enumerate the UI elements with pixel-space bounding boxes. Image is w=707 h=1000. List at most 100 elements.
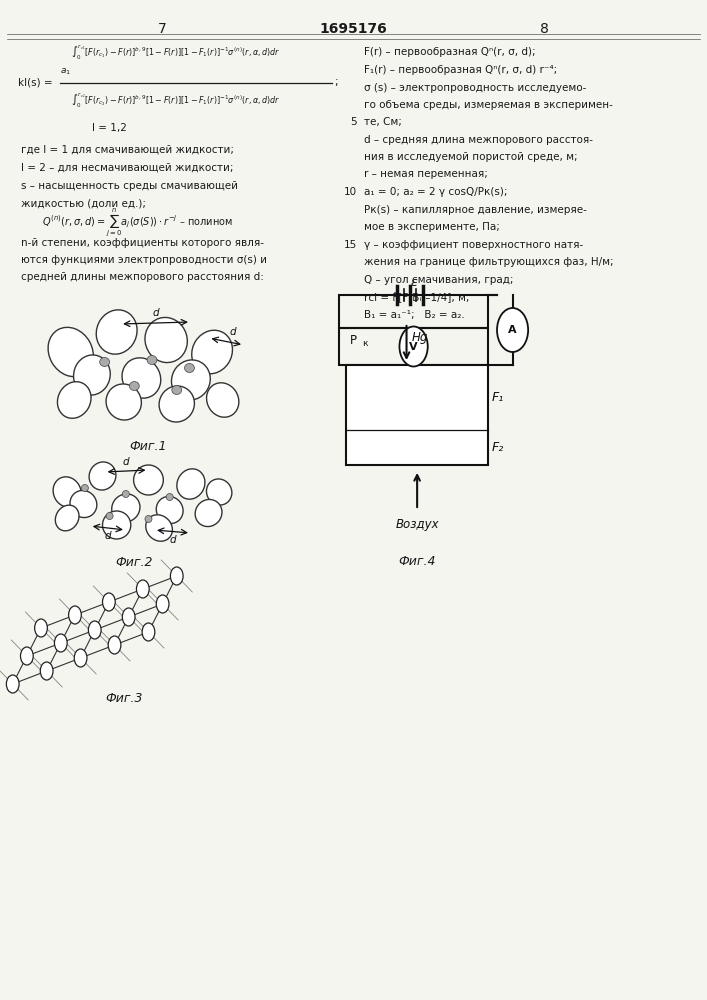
- Text: ются функциями электропроводности σ(s) и: ются функциями электропроводности σ(s) и: [21, 255, 267, 265]
- Ellipse shape: [206, 383, 239, 417]
- Text: F₂: F₂: [491, 441, 503, 454]
- Bar: [339, 295, 488, 328]
- Text: kl(s) =: kl(s) =: [18, 77, 52, 87]
- Text: F₁(r) – первообразная Qⁿ(r, σ, d) r⁻⁴;: F₁(r) – первообразная Qⁿ(r, σ, d) r⁻⁴;: [364, 65, 557, 75]
- Text: 5: 5: [351, 117, 357, 127]
- Bar: [346, 365, 488, 465]
- Ellipse shape: [81, 485, 88, 491]
- Circle shape: [6, 675, 19, 693]
- Ellipse shape: [53, 477, 81, 507]
- Text: Воздух: Воздух: [395, 518, 439, 531]
- Ellipse shape: [134, 465, 163, 495]
- Text: ε: ε: [410, 275, 417, 288]
- Text: к: к: [362, 338, 368, 348]
- Text: d – средняя длина межпорового расстоя-: d – средняя длина межпорового расстоя-: [364, 135, 593, 145]
- Text: Q – угол смачивания, град;: Q – угол смачивания, град;: [364, 275, 513, 285]
- Text: a₁ = 0; a₂ = 2 γ cosQ/Pк(s);: a₁ = 0; a₂ = 2 γ cosQ/Pк(s);: [364, 187, 508, 197]
- Text: d: d: [152, 308, 159, 318]
- Ellipse shape: [206, 479, 232, 505]
- Text: d: d: [230, 327, 236, 337]
- Ellipse shape: [106, 512, 113, 520]
- Ellipse shape: [74, 355, 110, 395]
- Text: 8: 8: [540, 22, 549, 36]
- Ellipse shape: [48, 327, 93, 377]
- Text: n-й степени, коэффициенты которого явля-: n-й степени, коэффициенты которого явля-: [21, 238, 264, 248]
- Circle shape: [142, 623, 155, 641]
- Text: Фиг.3: Фиг.3: [105, 692, 143, 704]
- Ellipse shape: [145, 317, 187, 363]
- Circle shape: [69, 606, 81, 624]
- Bar: [339, 328, 488, 365]
- Text: 1695176: 1695176: [320, 22, 387, 36]
- Text: ния в исследуемой пористой среде, м;: ния в исследуемой пористой среде, м;: [364, 152, 578, 162]
- Text: Фиг.4: Фиг.4: [398, 555, 436, 568]
- Text: 7: 7: [158, 22, 167, 36]
- Ellipse shape: [112, 494, 140, 522]
- Ellipse shape: [192, 330, 233, 374]
- Ellipse shape: [195, 499, 222, 527]
- Ellipse shape: [100, 358, 110, 366]
- Text: d: d: [169, 535, 176, 545]
- Circle shape: [156, 595, 169, 613]
- Circle shape: [103, 593, 115, 611]
- Ellipse shape: [55, 505, 79, 531]
- Text: средней длины межпорового расстояния d:: средней длины межпорового расстояния d:: [21, 272, 264, 282]
- Text: $\int_{0}^{r_{c_2}}[F(r_{c_2})-F(r)]^{b,9}[1-F(r)][1-F_1(r)]^{-1}\sigma^{(n)}(r,: $\int_{0}^{r_{c_2}}[F(r_{c_2})-F(r)]^{b,…: [71, 90, 280, 110]
- Ellipse shape: [166, 493, 173, 500]
- Circle shape: [170, 567, 183, 585]
- Text: мое в эксперименте, Па;: мое в эксперименте, Па;: [364, 222, 500, 232]
- Ellipse shape: [172, 360, 210, 400]
- Ellipse shape: [89, 462, 116, 490]
- Ellipse shape: [159, 386, 194, 422]
- Circle shape: [497, 308, 528, 352]
- Text: r – немая переменная;: r – немая переменная;: [364, 169, 488, 179]
- Ellipse shape: [146, 515, 173, 541]
- Text: $Q^{(n)}(r, \sigma, d) = \sum_{j=0}^{n} a_j(\sigma(S)) \cdot r^{-j}$ – полином: $Q^{(n)}(r, \sigma, d) = \sum_{j=0}^{n} …: [42, 207, 233, 239]
- Text: d: d: [122, 457, 129, 467]
- Text: Hg: Hg: [412, 330, 428, 344]
- Circle shape: [88, 621, 101, 639]
- Text: где l = 1 для смачивающей жидкости;: где l = 1 для смачивающей жидкости;: [21, 145, 234, 155]
- Text: F(r) – первообразная Qⁿ(r, σ, d);: F(r) – первообразная Qⁿ(r, σ, d);: [364, 47, 536, 57]
- Text: rᴄl = F̃[F(Bᵢ)–1/4], м;: rᴄl = F̃[F(Bᵢ)–1/4], м;: [364, 293, 469, 303]
- Circle shape: [136, 580, 149, 598]
- Ellipse shape: [129, 381, 139, 390]
- Ellipse shape: [185, 363, 194, 372]
- Text: жения на границе фильтрующихся фаз, Н/м;: жения на границе фильтрующихся фаз, Н/м;: [364, 257, 614, 267]
- Circle shape: [122, 608, 135, 626]
- Text: V: V: [409, 342, 418, 352]
- Text: го объема среды, измеряемая в эксперимен-: го объема среды, измеряемая в эксперимен…: [364, 100, 613, 110]
- Circle shape: [35, 619, 47, 637]
- Ellipse shape: [145, 516, 152, 522]
- Ellipse shape: [147, 356, 157, 364]
- Circle shape: [108, 636, 121, 654]
- Circle shape: [74, 649, 87, 667]
- Text: σ (s) – электропроводность исследуемо-: σ (s) – электропроводность исследуемо-: [364, 83, 587, 93]
- Text: $a_1$: $a_1$: [60, 67, 71, 77]
- Text: P: P: [350, 334, 357, 347]
- Text: ;: ;: [334, 77, 337, 87]
- Ellipse shape: [106, 384, 141, 420]
- Ellipse shape: [172, 385, 182, 394]
- Text: $\int_{0}^{r_{c_1}}[F(r_{c_1})-F(r)]^{b,9}[1-F(r)][1-F_1(r)]^{-1}\sigma^{(n)}(r,: $\int_{0}^{r_{c_1}}[F(r_{c_1})-F(r)]^{b,…: [71, 42, 280, 62]
- Text: те, См;: те, См;: [364, 117, 402, 127]
- Text: жидкостью (доли ед.);: жидкостью (доли ед.);: [21, 198, 146, 208]
- Text: Фиг.2: Фиг.2: [115, 556, 153, 570]
- Text: 10: 10: [344, 187, 357, 197]
- Text: l = 1,2: l = 1,2: [92, 123, 127, 133]
- Circle shape: [21, 647, 33, 665]
- Ellipse shape: [156, 496, 183, 524]
- Circle shape: [54, 634, 67, 652]
- Text: B₁ = a₁⁻¹;   B₂ = a₂.: B₁ = a₁⁻¹; B₂ = a₂.: [364, 310, 465, 320]
- Ellipse shape: [122, 490, 129, 497]
- Ellipse shape: [177, 469, 205, 499]
- Circle shape: [40, 662, 53, 680]
- Text: Фиг.1: Фиг.1: [129, 440, 168, 452]
- Text: s – насыщенность среды смачивающей: s – насыщенность среды смачивающей: [21, 181, 238, 191]
- Circle shape: [399, 326, 428, 366]
- Text: d: d: [105, 531, 112, 541]
- Text: A: A: [508, 325, 517, 335]
- Text: γ – коэффициент поверхностного натя-: γ – коэффициент поверхностного натя-: [364, 240, 583, 250]
- Text: F₁: F₁: [491, 391, 503, 404]
- Ellipse shape: [96, 310, 137, 354]
